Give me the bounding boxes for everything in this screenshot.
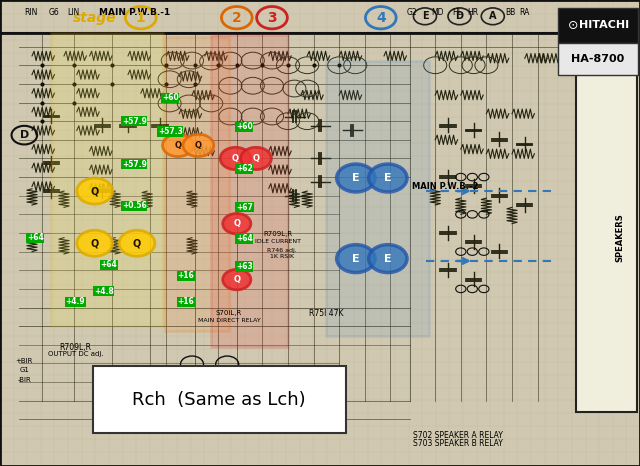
- Text: D: D: [456, 11, 463, 21]
- Text: R75I 47K: R75I 47K: [309, 308, 344, 318]
- Text: RA: RA: [520, 8, 530, 17]
- Text: ⊙: ⊙: [568, 19, 578, 32]
- Text: stage: stage: [73, 11, 116, 25]
- Text: +64: +64: [236, 234, 253, 243]
- Text: +64: +64: [27, 233, 44, 242]
- Text: R709L,R: R709L,R: [60, 343, 92, 352]
- Text: MAIN P.W.B.-2: MAIN P.W.B.-2: [412, 182, 479, 191]
- Text: R709L,R: R709L,R: [264, 231, 293, 237]
- Circle shape: [223, 213, 251, 234]
- Circle shape: [77, 230, 113, 256]
- Text: 4: 4: [376, 11, 386, 25]
- Text: +16: +16: [177, 297, 194, 307]
- Bar: [558, 8, 638, 43]
- Circle shape: [220, 147, 251, 170]
- Text: R746 adj.: R746 adj.: [267, 248, 296, 253]
- Text: +67: +67: [236, 203, 253, 212]
- Text: Q: Q: [91, 186, 99, 196]
- Text: SPEAKERS: SPEAKERS: [615, 213, 624, 262]
- Text: Q: Q: [234, 275, 240, 284]
- Text: 3: 3: [267, 11, 277, 25]
- Text: D: D: [20, 130, 29, 140]
- Text: +64: +64: [100, 260, 117, 269]
- Bar: [576, 58, 637, 412]
- Text: +16: +16: [177, 271, 194, 281]
- Text: +57.3: +57.3: [158, 127, 182, 136]
- Text: Rch  (Same as Lch): Rch (Same as Lch): [132, 391, 306, 409]
- Text: +BIR: +BIR: [15, 358, 33, 364]
- Circle shape: [119, 230, 155, 256]
- Text: +4.9: +4.9: [66, 297, 85, 307]
- Text: HA-8700: HA-8700: [572, 54, 625, 64]
- Text: G2: G2: [407, 8, 417, 17]
- Text: E: E: [352, 173, 360, 183]
- Text: E: E: [352, 254, 360, 264]
- Circle shape: [369, 164, 407, 192]
- Text: 1K RSIK: 1K RSIK: [269, 254, 294, 259]
- Text: LIN: LIN: [67, 8, 80, 17]
- Text: Q: Q: [195, 141, 202, 150]
- Text: HL: HL: [452, 8, 462, 17]
- Text: G1: G1: [19, 368, 29, 373]
- Bar: [558, 43, 638, 75]
- Text: +60: +60: [162, 93, 179, 103]
- Bar: [165, 37, 229, 331]
- Text: +0.56: +0.56: [122, 201, 147, 211]
- Text: G6: G6: [49, 8, 60, 17]
- Text: BB: BB: [506, 8, 516, 17]
- Text: HITACHI: HITACHI: [579, 21, 630, 30]
- Text: +4.8: +4.8: [94, 287, 113, 296]
- Text: -BIR: -BIR: [17, 377, 31, 383]
- Text: MAIN DIRECT RELAY: MAIN DIRECT RELAY: [198, 318, 260, 323]
- Text: Q: Q: [232, 154, 239, 163]
- Circle shape: [337, 164, 375, 192]
- Text: E: E: [422, 11, 428, 21]
- Circle shape: [337, 245, 375, 273]
- Text: Q: Q: [91, 238, 99, 248]
- Circle shape: [77, 178, 113, 204]
- Text: 2: 2: [232, 11, 242, 25]
- Text: S70IL,R: S70IL,R: [216, 310, 243, 316]
- Text: E: E: [384, 254, 392, 264]
- Bar: [211, 35, 288, 347]
- Circle shape: [183, 134, 214, 157]
- Text: A: A: [489, 11, 497, 21]
- Text: E: E: [384, 173, 392, 183]
- Text: +62: +62: [236, 164, 253, 173]
- Text: MD: MD: [431, 8, 444, 17]
- Text: Q: Q: [175, 141, 181, 150]
- Circle shape: [369, 245, 407, 273]
- Text: S703 SPEAKER B RELAY: S703 SPEAKER B RELAY: [413, 439, 503, 448]
- Text: IDLE CURRENT: IDLE CURRENT: [255, 239, 301, 244]
- Text: MAIN P.W.B.-1: MAIN P.W.B.-1: [99, 8, 170, 17]
- Text: Q: Q: [234, 219, 240, 228]
- Text: Q: Q: [253, 154, 259, 163]
- Text: S702 SPEAKER A RELAY: S702 SPEAKER A RELAY: [413, 431, 503, 440]
- Text: +57.9: +57.9: [122, 159, 147, 169]
- Bar: [326, 61, 429, 336]
- Bar: [93, 366, 346, 433]
- Circle shape: [223, 269, 251, 290]
- Text: +57.9: +57.9: [122, 116, 147, 126]
- Text: 1: 1: [136, 11, 146, 25]
- Text: OUTPUT DC adj.: OUTPUT DC adj.: [48, 351, 103, 356]
- Circle shape: [241, 147, 271, 170]
- Text: Q: Q: [133, 238, 141, 248]
- Text: HR: HR: [467, 8, 478, 17]
- Bar: [51, 33, 163, 326]
- Text: +63: +63: [236, 262, 253, 271]
- Text: RIN: RIN: [24, 8, 37, 17]
- Text: +60: +60: [236, 122, 253, 131]
- Circle shape: [163, 134, 193, 157]
